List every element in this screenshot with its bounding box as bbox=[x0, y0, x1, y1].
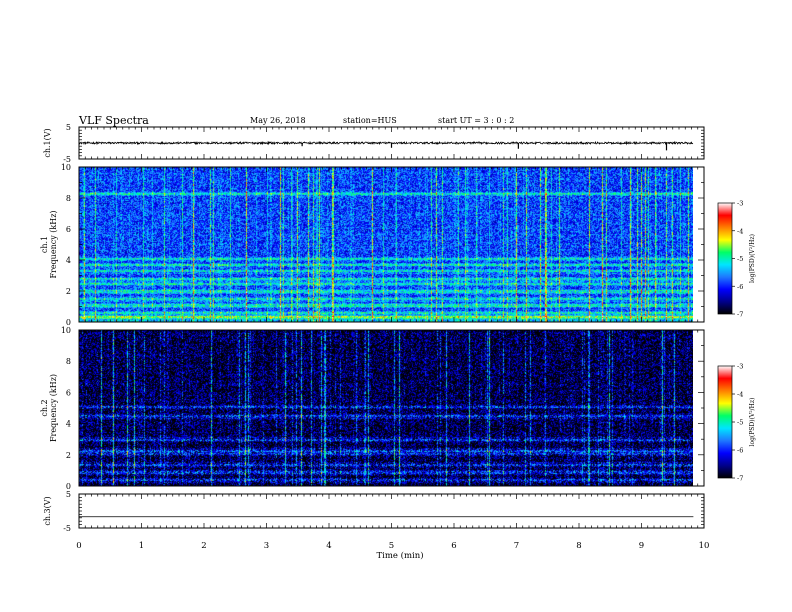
spectrogram-layer bbox=[79, 167, 693, 486]
y-tick-label: 4 bbox=[66, 420, 71, 429]
colorbar-layer: -3 -4 -5 -6 -7 log(PSD)(V²/Hz) -3 -4 -5 -6 -7 log(P… bbox=[717, 200, 756, 483]
y-tick-label: 8 bbox=[66, 194, 71, 203]
y-tick-label: 4 bbox=[66, 256, 71, 265]
spectrogram-image-ch2-spectrogram bbox=[79, 330, 693, 486]
colorbar-tick-label: -7 bbox=[737, 311, 743, 319]
colorbar-tick-label: -3 bbox=[737, 363, 743, 371]
colorbar-ch1-spectrogram bbox=[717, 202, 733, 315]
colorbar-tick-label: -5 bbox=[737, 255, 743, 263]
y-axis-label: Frequency (kHz) bbox=[49, 374, 58, 442]
date-label: May 26, 2018 bbox=[250, 116, 306, 125]
y-tick-label: 0 bbox=[66, 482, 71, 491]
x-tick-label: 8 bbox=[576, 541, 581, 551]
y-tick-label: -5 bbox=[63, 155, 71, 164]
y-tick-label: 10 bbox=[61, 326, 71, 335]
x-tick-label: 6 bbox=[451, 541, 456, 551]
colorbar-tick-label: -7 bbox=[737, 475, 743, 483]
x-tick-label: 3 bbox=[264, 541, 269, 551]
y-axis-label: Frequency (kHz) bbox=[49, 210, 58, 278]
x-tick-label: 0 bbox=[76, 541, 81, 551]
x-tick-label: 5 bbox=[389, 541, 394, 551]
y-tick-label: 10 bbox=[61, 163, 71, 172]
y-tick-label: -5 bbox=[63, 524, 71, 533]
chart-title: VLF Spectra bbox=[79, 114, 149, 127]
colorbar-label: log(PSD)(V²/Hz) bbox=[749, 234, 756, 283]
y-axis-label: ch.2 bbox=[40, 399, 49, 416]
waveform-layer bbox=[78, 140, 694, 518]
x-tick-label: 10 bbox=[699, 541, 710, 551]
colorbar-tick-label: -6 bbox=[737, 283, 743, 291]
start-ut-label: start UT = 3 : 0 : 2 bbox=[438, 116, 515, 125]
colorbar-tick-label: -4 bbox=[737, 227, 743, 235]
y-tick-label: 6 bbox=[66, 225, 71, 234]
colorbar-tick-label: -6 bbox=[737, 447, 743, 455]
x-tick-label: 4 bbox=[326, 541, 331, 551]
colorbar-tick-label: -4 bbox=[737, 391, 743, 399]
y-tick-label: 5 bbox=[66, 123, 71, 132]
y-tick-label: 6 bbox=[66, 388, 71, 397]
spectrogram-image-ch1-spectrogram bbox=[79, 167, 693, 322]
x-tick-label: 9 bbox=[639, 541, 644, 551]
x-axis-label: Time (min) bbox=[376, 550, 423, 561]
x-tick-label: 1 bbox=[139, 541, 144, 551]
station-label: station=HUS bbox=[343, 116, 397, 125]
y-tick-label: 0 bbox=[66, 318, 71, 327]
colorbar-tick-label: -5 bbox=[737, 419, 743, 427]
colorbar-tick-label: -3 bbox=[737, 200, 743, 208]
y-tick-label: 5 bbox=[66, 490, 71, 499]
waveform-line-ch1-waveform bbox=[78, 140, 694, 146]
y-tick-label: 8 bbox=[66, 357, 71, 366]
axes-frame-ch3-waveform bbox=[78, 493, 705, 529]
y-tick-label: 2 bbox=[66, 451, 71, 460]
colorbar-ch2-spectrogram bbox=[717, 365, 733, 479]
x-tick-label: 2 bbox=[201, 541, 206, 551]
colorbar-label: log(PSD)(V²/Hz) bbox=[749, 398, 756, 447]
y-axis-label: ch.1(V) bbox=[43, 128, 52, 157]
y-axis-label: ch.1 bbox=[40, 236, 49, 253]
y-axis-label: ch.3(V) bbox=[43, 496, 52, 525]
x-tick-label: 7 bbox=[514, 541, 519, 551]
y-tick-label: 2 bbox=[66, 287, 71, 296]
